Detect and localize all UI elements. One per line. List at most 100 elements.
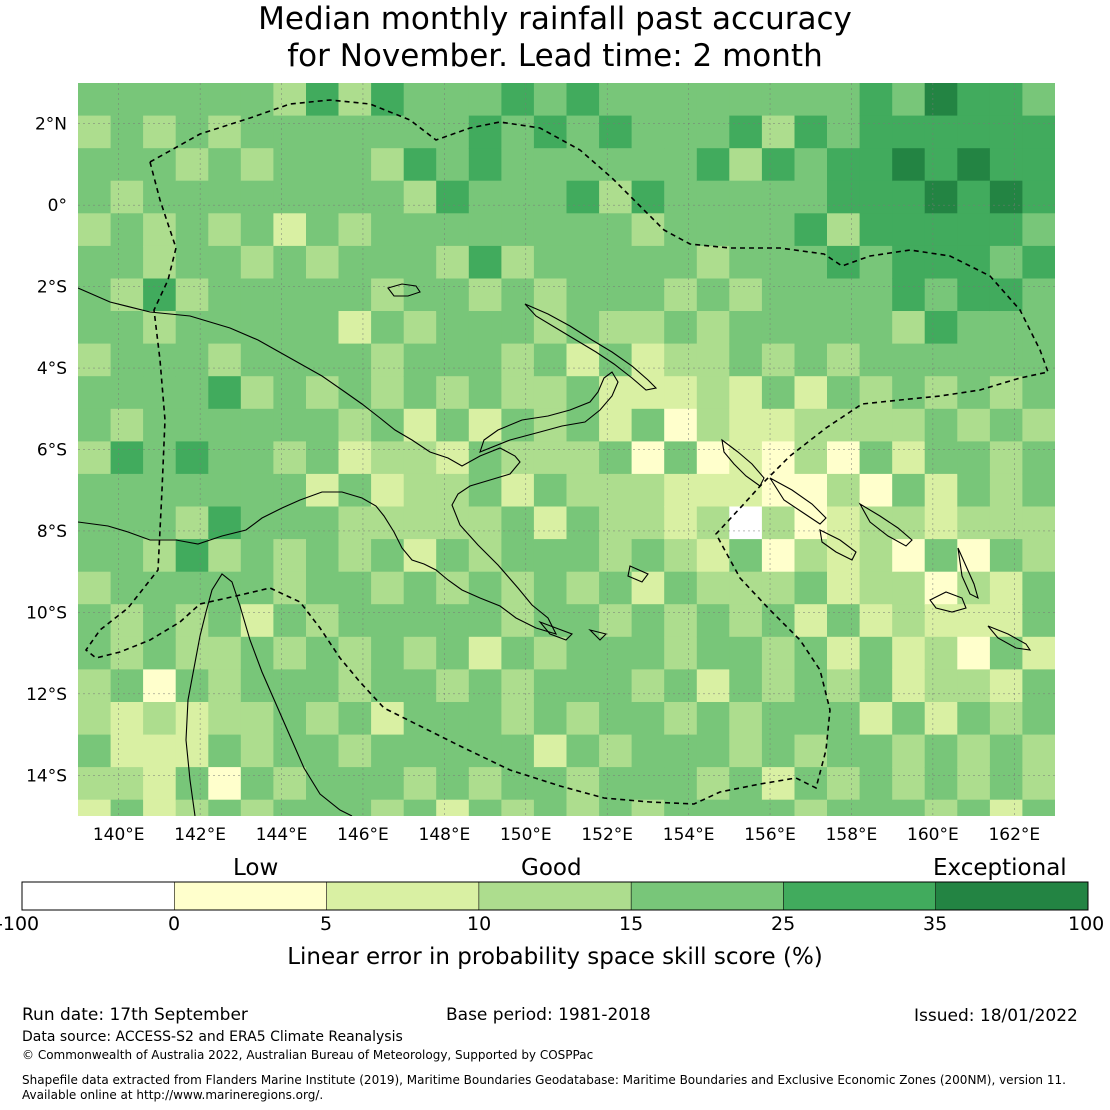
grid-cell	[175, 343, 209, 377]
grid-cell	[143, 311, 177, 345]
grid-cell	[306, 702, 340, 736]
grid-cell	[468, 604, 502, 638]
grid-cell	[696, 180, 730, 214]
grid-cell	[436, 408, 470, 442]
grid-cell	[240, 311, 274, 345]
coastline-manus	[387, 283, 421, 297]
grid-cell	[240, 408, 274, 442]
grid-cell	[110, 734, 144, 768]
grid-cell	[306, 148, 340, 182]
grid-cell	[208, 669, 242, 703]
grid-cell	[240, 376, 274, 410]
grid-cell	[175, 83, 209, 117]
grid-cell	[175, 115, 209, 149]
grid-cell	[371, 83, 405, 117]
grid-cell	[403, 376, 437, 410]
grid-cell	[338, 278, 372, 312]
grid-cell	[761, 506, 796, 540]
skill-score-grid	[78, 83, 1055, 816]
grid-cell	[208, 278, 242, 312]
grid-cell	[501, 473, 535, 508]
grid-cell	[338, 473, 372, 508]
grid-cell	[240, 180, 274, 214]
grid-cell	[501, 539, 535, 573]
grid-cell	[729, 506, 763, 540]
grid-cell	[696, 245, 730, 280]
grid-cell	[533, 506, 568, 540]
grid-cell	[924, 539, 958, 573]
grid-cell	[729, 83, 763, 117]
grid-cell	[957, 473, 991, 508]
grid-cell	[566, 376, 600, 410]
grid-cell	[371, 180, 405, 214]
grid-cell	[306, 213, 340, 247]
grid-cell	[631, 83, 665, 117]
grid-cell	[664, 311, 698, 345]
grid-cell	[1022, 636, 1055, 670]
grid-cell	[468, 115, 502, 149]
grid-cell	[729, 311, 763, 345]
grid-cell	[989, 636, 1024, 670]
grid-cell	[468, 83, 502, 117]
grid-cell	[696, 571, 730, 605]
grid-cell	[989, 245, 1024, 280]
grid-cell	[533, 636, 568, 670]
grid-cell	[794, 799, 828, 816]
grid-cell	[208, 604, 242, 638]
grid-cell	[859, 148, 893, 182]
grid-cell	[273, 669, 307, 703]
grid-cell	[175, 636, 209, 670]
grid-cell	[957, 343, 991, 377]
coastline-australia	[185, 573, 353, 816]
grid-cell	[631, 213, 665, 247]
grid-cell	[371, 115, 405, 149]
grid-cell	[827, 408, 861, 442]
grid-cell	[924, 83, 958, 117]
grid-cell	[989, 180, 1024, 214]
grid-cell	[436, 115, 470, 149]
grid-cell	[533, 148, 568, 182]
grid-cell	[403, 767, 437, 801]
grid-cell	[533, 408, 568, 442]
grid-cell	[403, 83, 437, 117]
grid-cell	[110, 311, 144, 345]
grid-cell	[306, 571, 340, 605]
grid-cell	[664, 571, 698, 605]
latitude-tick-label: 2°N	[35, 115, 67, 135]
grid-cell	[1022, 767, 1055, 801]
colorbar-label-15: 15	[619, 913, 644, 935]
colorbar-label-10: 10	[467, 913, 492, 935]
grid-cell	[566, 506, 600, 540]
grid-cell	[338, 636, 372, 670]
grid-cell	[78, 702, 112, 736]
colorbar-swatch	[631, 882, 784, 910]
longitude-tick-label: 144°E	[256, 825, 308, 845]
grid-cell	[957, 604, 991, 638]
grid-cell	[989, 213, 1024, 247]
grid-cell	[371, 571, 405, 605]
grid-cell	[143, 115, 177, 149]
grid-cell	[1022, 311, 1055, 345]
grid-cell	[631, 571, 665, 605]
grid-cell	[696, 473, 730, 508]
grid-cell	[436, 343, 470, 377]
grid-cell	[403, 669, 437, 703]
grid-cell	[436, 506, 470, 540]
grid-cell	[78, 343, 112, 377]
grid-cell	[371, 539, 405, 573]
grid-cell	[989, 669, 1024, 703]
grid-cell	[110, 343, 144, 377]
grid-cell	[208, 115, 242, 149]
grid-cell	[892, 148, 926, 182]
grid-cell	[664, 604, 698, 638]
grid-cell	[924, 473, 958, 508]
grid-cell	[403, 702, 437, 736]
grid-cell	[696, 343, 730, 377]
grid-cell	[1022, 799, 1055, 816]
grid-cell	[78, 636, 112, 670]
grid-cell	[1022, 539, 1055, 573]
grid-cell	[599, 767, 633, 801]
grid-cell	[208, 441, 242, 475]
shapefile-credit: Shapefile data extracted from Flanders M…	[22, 1073, 1066, 1087]
grid-cell	[110, 506, 144, 540]
